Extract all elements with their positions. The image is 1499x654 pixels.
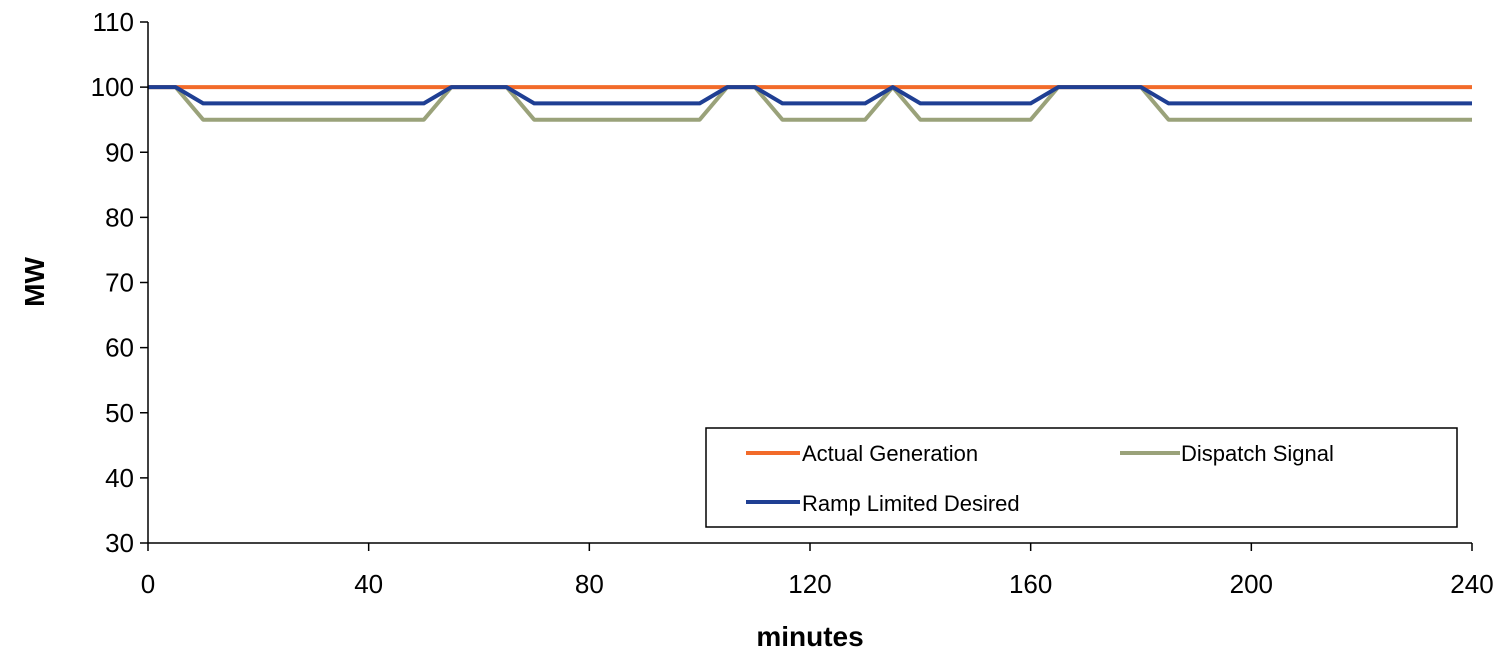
legend-box (705, 427, 1458, 528)
x-tick-label: 0 (141, 569, 155, 599)
legend: Actual Generation Dispatch Signal Ramp L… (705, 427, 1458, 528)
series-line-ramp-limited-desired (148, 85, 1472, 106)
x-tick-label: 80 (575, 569, 604, 599)
y-axis-title: MW (19, 257, 50, 307)
x-tick-label: 40 (354, 569, 383, 599)
x-tick-label: 200 (1230, 569, 1273, 599)
ticks-layer: 30 40 50 60 70 80 90 100 110 0 40 80 120 160 200 240 (91, 7, 1494, 599)
y-tick-label: 80 (105, 202, 134, 232)
y-tick-label: 90 (105, 137, 134, 167)
y-tick-label: 110 (93, 7, 134, 37)
y-tick-label: 60 (105, 333, 134, 363)
legend-label-actual-generation: Actual Generation (802, 441, 978, 466)
y-tick-label: 50 (105, 398, 134, 428)
y-tick-label: 70 (105, 268, 134, 298)
legend-label-ramp-limited-desired: Ramp Limited Desired (802, 491, 1020, 516)
series-layer (148, 85, 1472, 122)
x-axis-title: minutes (756, 621, 863, 652)
y-tick-label: 30 (105, 528, 134, 558)
legend-label-dispatch-signal: Dispatch Signal (1181, 441, 1334, 466)
y-tick-label: 100 (91, 72, 134, 102)
x-tick-label: 160 (1009, 569, 1052, 599)
y-tick-label: 40 (105, 463, 134, 493)
x-tick-label: 240 (1450, 569, 1493, 599)
x-tick-label: 120 (788, 569, 831, 599)
